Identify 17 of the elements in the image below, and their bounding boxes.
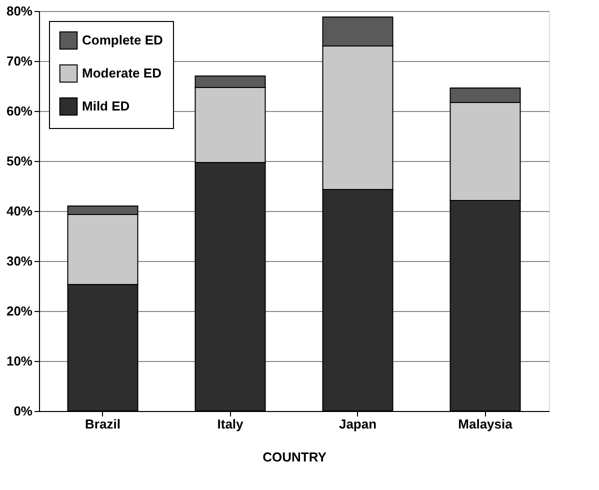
y-tick-label: 10% <box>6 354 33 368</box>
x-tick-label: Brazil <box>85 416 120 432</box>
x-tick-label: Malaysia <box>458 416 514 432</box>
y-tick-label: 70% <box>6 54 33 68</box>
x-axis-title: COUNTRY <box>262 450 327 464</box>
y-tick-label: 40% <box>6 204 33 218</box>
y-tick-label: 0% <box>14 404 33 418</box>
legend-label: Complete ED <box>82 32 163 48</box>
y-tick-label: 60% <box>6 104 33 118</box>
legend-label: Moderate ED <box>82 66 162 80</box>
x-tick-label: Japan <box>338 416 377 432</box>
x-tick-label: Italy <box>217 416 244 432</box>
legend-label: Mild ED <box>82 98 130 114</box>
y-tick-label: 30% <box>6 254 33 268</box>
y-tick-label: 80% <box>6 4 33 18</box>
y-tick-label: 50% <box>6 154 33 168</box>
y-tick-label: 20% <box>6 304 33 318</box>
